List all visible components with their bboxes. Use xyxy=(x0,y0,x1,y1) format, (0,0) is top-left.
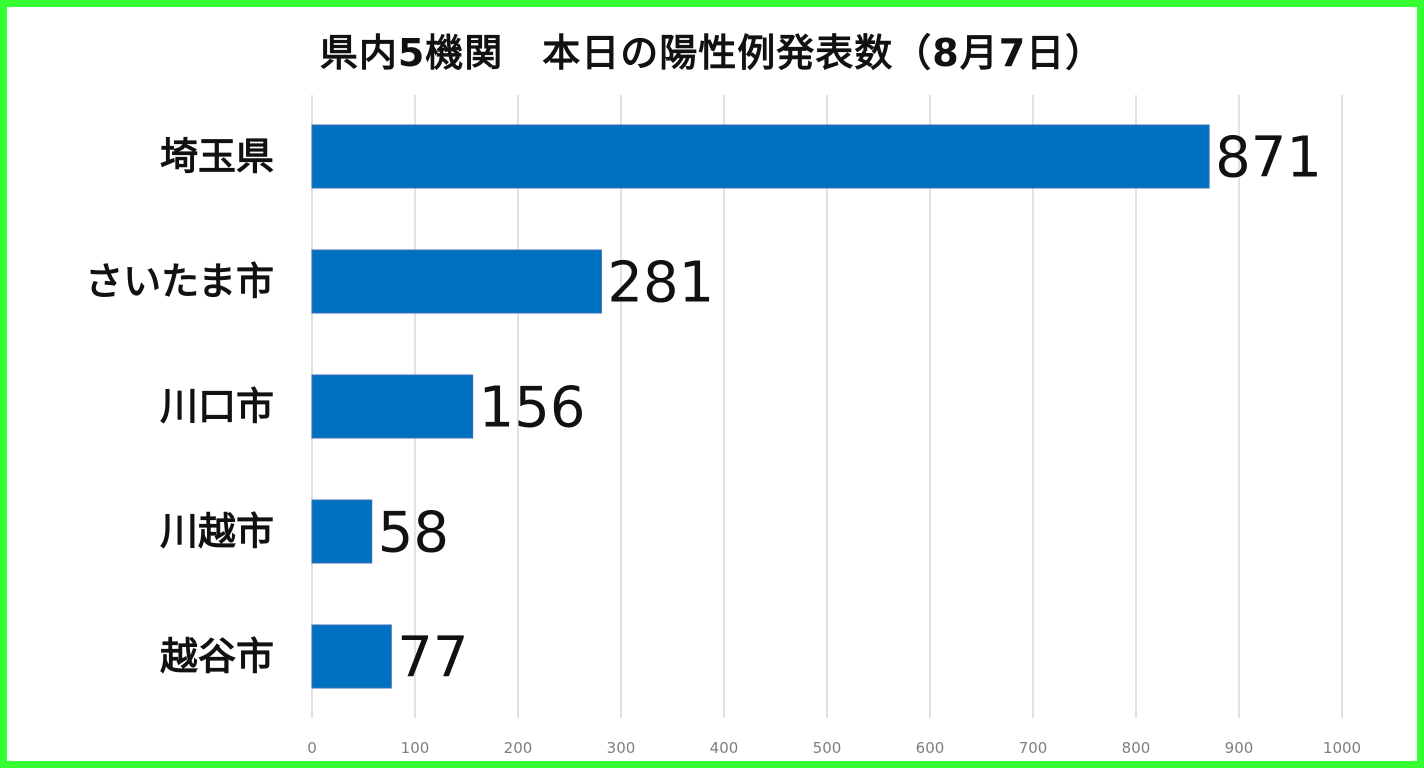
x-axis-ticks: 0 100 200 300 400 500 600 700 800 900 1000 xyxy=(307,739,1361,757)
x-tick-label: 700 xyxy=(1019,739,1048,757)
chart-title: 県内5機関 本日の陽性例発表数（8月7日） xyxy=(319,31,1105,75)
x-tick-label: 1000 xyxy=(1323,739,1361,757)
bar xyxy=(311,374,474,439)
value-label: 77 xyxy=(397,626,468,691)
x-tick-label: 100 xyxy=(401,739,430,757)
bars xyxy=(311,124,1210,689)
bar xyxy=(311,499,373,564)
x-tick-label: 800 xyxy=(1122,739,1151,757)
gridlines xyxy=(311,95,1343,718)
value-label: 58 xyxy=(378,501,449,566)
labels: 埼玉県 871 さいたま市 281 川口市 156 川越市 58 越谷市 77 xyxy=(85,126,1322,691)
category-label: さいたま市 xyxy=(85,260,274,304)
bar xyxy=(311,624,392,689)
value-label: 156 xyxy=(479,376,586,441)
value-label: 281 xyxy=(607,251,714,316)
x-tick-label: 900 xyxy=(1225,739,1254,757)
x-tick-label: 400 xyxy=(710,739,739,757)
x-tick-label: 600 xyxy=(916,739,945,757)
category-label: 埼玉県 xyxy=(160,135,274,179)
x-tick-label: 200 xyxy=(504,739,533,757)
x-tick-label: 500 xyxy=(813,739,842,757)
x-tick-label: 300 xyxy=(607,739,636,757)
bar xyxy=(311,124,1210,189)
x-tick-label: 0 xyxy=(307,739,317,757)
category-label: 川越市 xyxy=(160,510,274,554)
category-label: 川口市 xyxy=(160,385,274,429)
bar xyxy=(311,249,602,314)
value-label: 871 xyxy=(1215,126,1322,191)
category-label: 越谷市 xyxy=(160,635,274,679)
